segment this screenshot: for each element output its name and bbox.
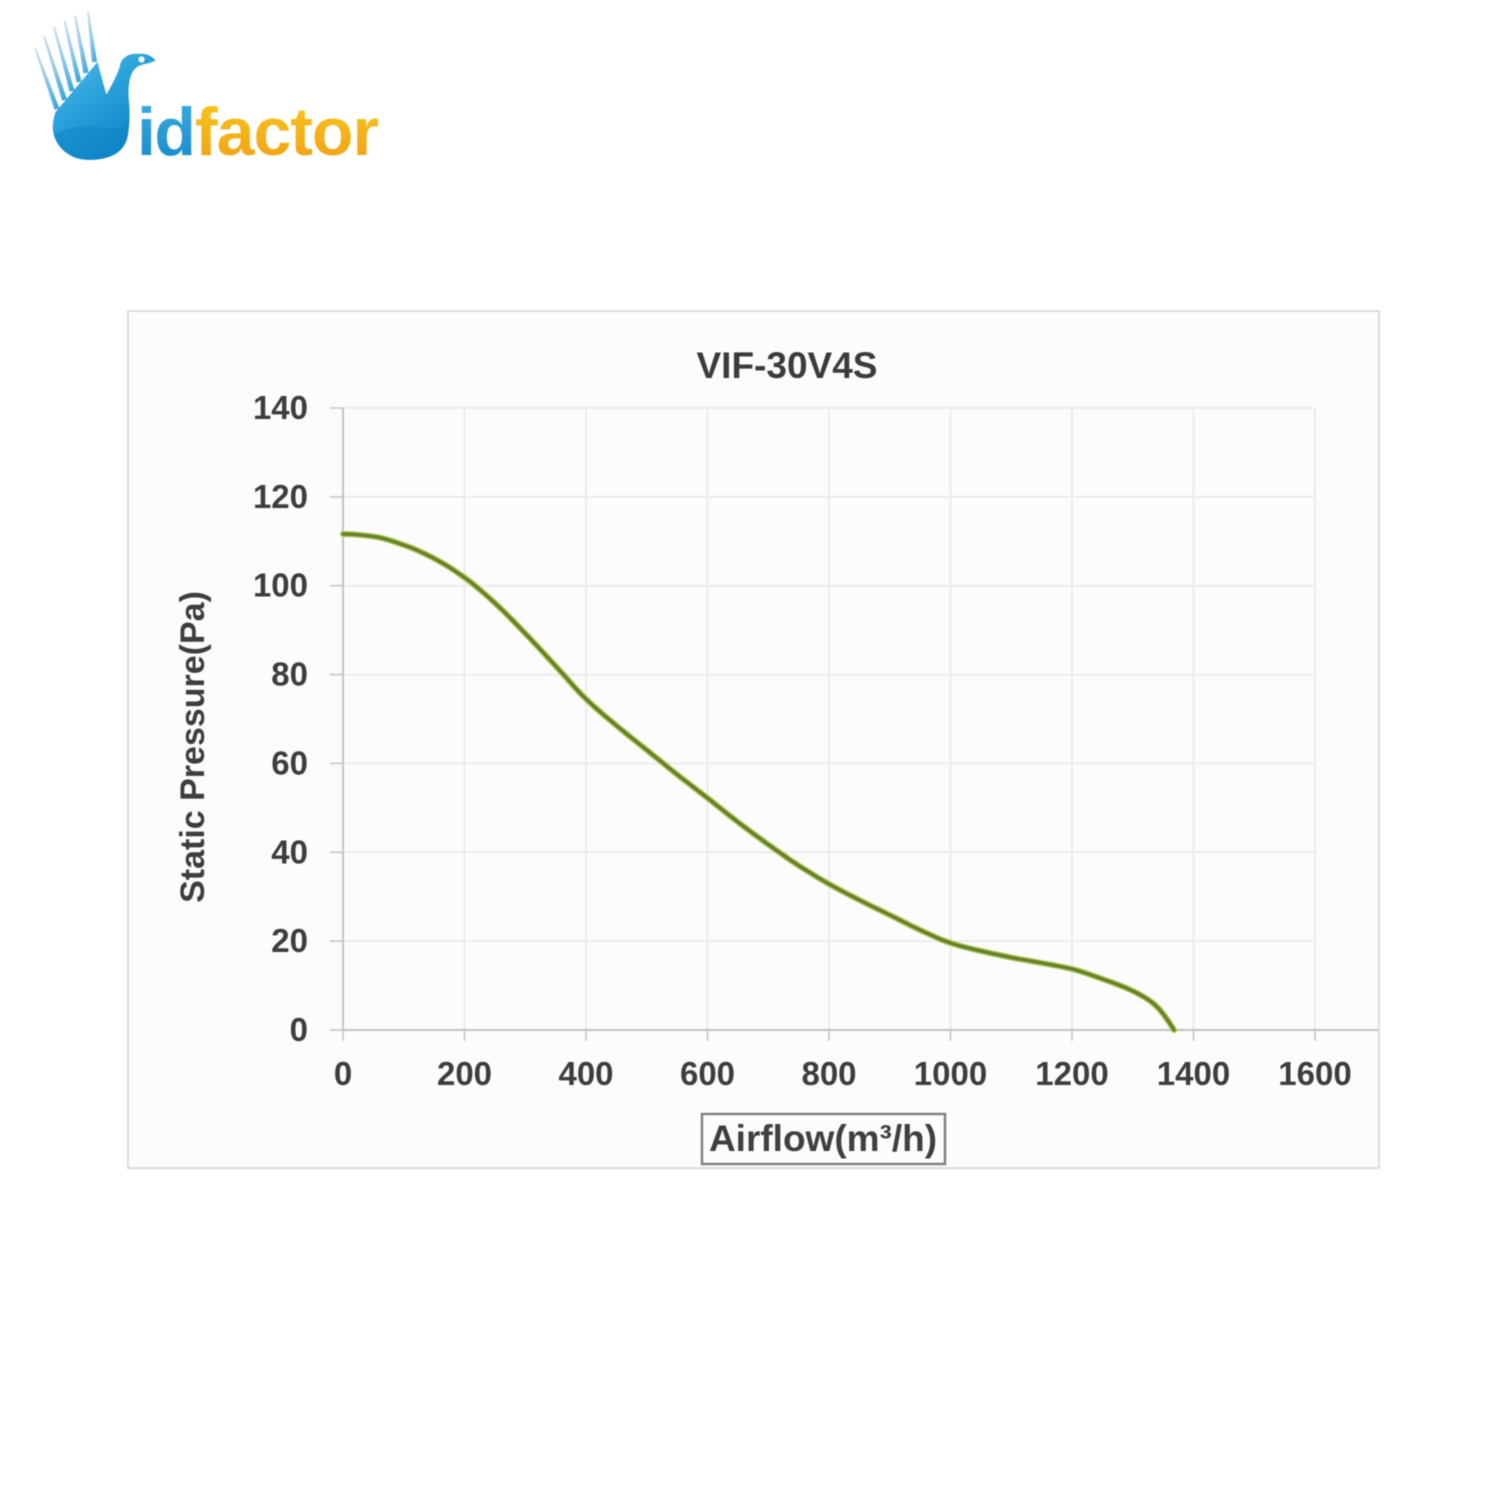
svg-text:120: 120: [253, 478, 308, 515]
svg-text:200: 200: [437, 1055, 492, 1092]
svg-text:40: 40: [271, 833, 308, 870]
svg-text:1400: 1400: [1157, 1055, 1230, 1092]
svg-text:600: 600: [680, 1055, 735, 1092]
svg-text:140: 140: [253, 389, 308, 426]
svg-text:60: 60: [271, 744, 308, 781]
svg-text:100: 100: [253, 567, 308, 604]
svg-text:1200: 1200: [1035, 1055, 1108, 1092]
svg-text:VIF-30V4S: VIF-30V4S: [697, 345, 878, 386]
svg-text:factor: factor: [195, 94, 378, 170]
svg-text:0: 0: [290, 1011, 308, 1048]
svg-text:id: id: [137, 94, 194, 170]
svg-text:Static Pressure(Pa): Static Pressure(Pa): [174, 591, 212, 903]
svg-text:800: 800: [801, 1055, 856, 1092]
svg-text:1600: 1600: [1278, 1055, 1351, 1092]
svg-text:Airflow(m³/h): Airflow(m³/h): [709, 1118, 937, 1159]
svg-text:20: 20: [271, 922, 308, 959]
svg-text:80: 80: [271, 656, 308, 693]
svg-text:0: 0: [334, 1055, 352, 1092]
svg-text:400: 400: [558, 1055, 613, 1092]
svg-text:1000: 1000: [914, 1055, 987, 1092]
